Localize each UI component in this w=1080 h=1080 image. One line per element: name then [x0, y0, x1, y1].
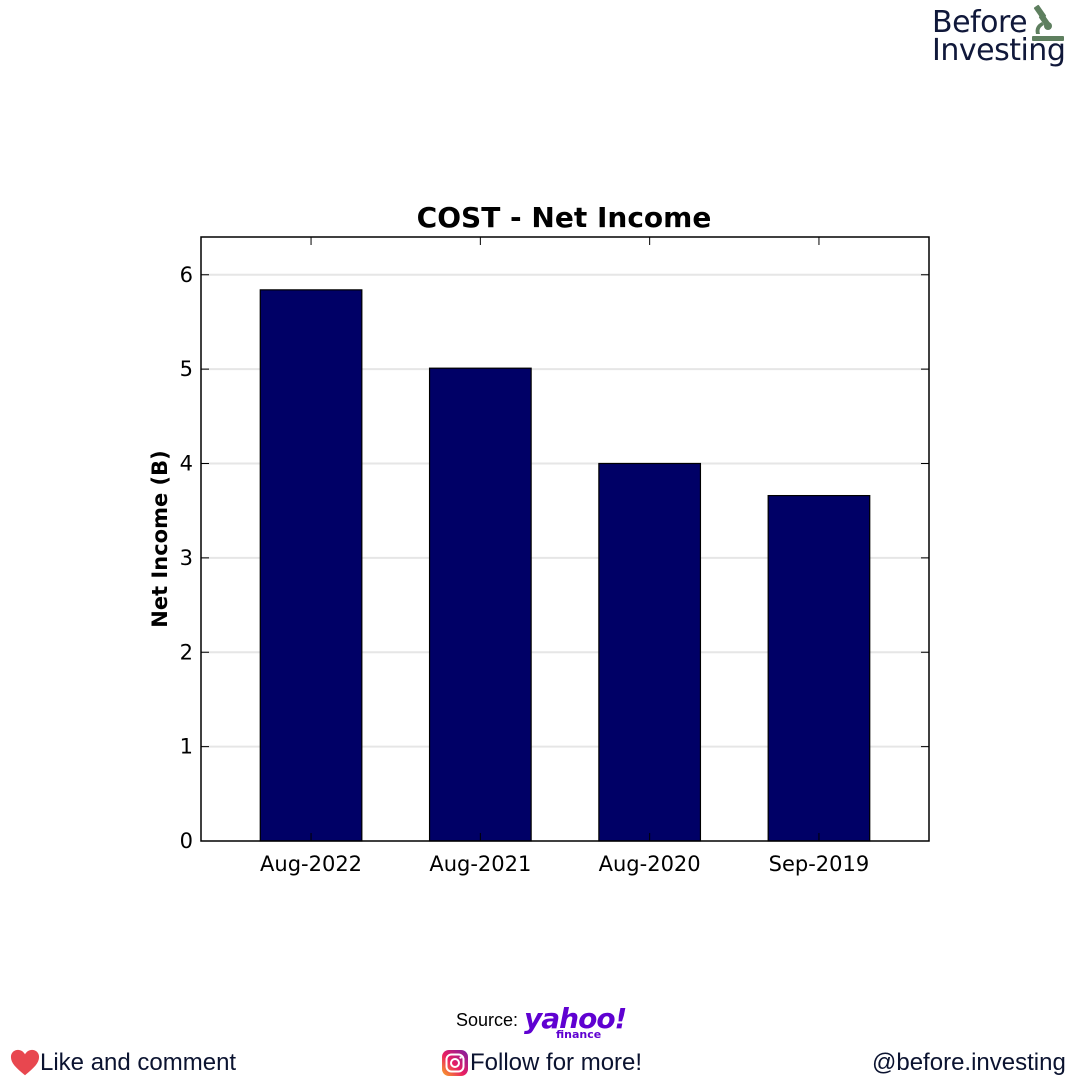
- chart-title: COST - Net Income: [417, 201, 712, 234]
- y-tick-label: 6: [180, 263, 193, 287]
- bar-aug-2021: [428, 367, 532, 842]
- account-handle: @before.investing: [872, 1046, 1066, 1080]
- source-label: Source:: [456, 1010, 519, 1030]
- y-tick-label: 3: [180, 546, 193, 570]
- y-tick-label: 5: [180, 357, 193, 381]
- y-tick-label: 0: [180, 829, 193, 853]
- y-tick-label: 4: [180, 452, 193, 476]
- y-axis-label: Net Income (B): [148, 450, 172, 627]
- plot-frame: [200, 236, 930, 842]
- yahoo-finance-logo: yahoo!: [524, 1002, 627, 1035]
- bars: [259, 289, 871, 842]
- brand-line-1: Before: [932, 5, 1028, 40]
- x-tick-label: Aug-2022: [260, 852, 362, 876]
- instagram-icon: [442, 1050, 468, 1076]
- like-comment-cta: Like and comment: [10, 1046, 236, 1080]
- bar-aug-2022: [259, 289, 363, 842]
- microscope-icon: [1032, 4, 1064, 41]
- yahoo-finance-sub: finance: [556, 1028, 602, 1041]
- bar-aug-2020: [598, 462, 702, 842]
- x-tick-label: Aug-2020: [599, 852, 701, 876]
- y-tick-label: 2: [180, 640, 193, 664]
- heart-icon: [10, 1049, 40, 1076]
- brand-logo: Before Investing: [932, 4, 1072, 68]
- ticks: [201, 237, 929, 842]
- x-tick-label: Sep-2019: [769, 852, 870, 876]
- handle-text: @before.investing: [872, 1049, 1066, 1076]
- x-tick-label: Aug-2021: [429, 852, 531, 876]
- follow-text: Follow for more!: [470, 1049, 643, 1076]
- like-text: Like and comment: [40, 1049, 237, 1076]
- y-tick-labels: 0 1 2 3 4 5 6: [180, 263, 193, 853]
- x-tick-labels: Aug-2022 Aug-2021 Aug-2020 Sep-2019: [260, 852, 869, 876]
- follow-cta: Follow for more!: [442, 1046, 642, 1080]
- y-tick-label: 1: [180, 735, 193, 759]
- bar-sep-2019: [767, 494, 871, 842]
